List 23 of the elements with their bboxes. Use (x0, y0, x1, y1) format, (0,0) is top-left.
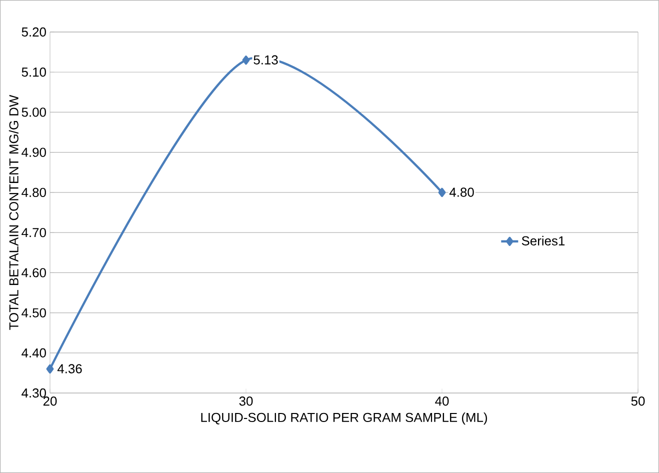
x-tick-label: 50 (631, 396, 645, 406)
y-tick-label: 5.20 (22, 27, 46, 37)
legend-label: Series1 (522, 236, 565, 246)
y-tick-label: 4.40 (22, 348, 46, 358)
point (242, 56, 250, 65)
point (438, 188, 446, 198)
data-label: 4.80 (449, 188, 474, 197)
y-tick-label: 4.80 (22, 188, 46, 198)
y-tick-label: 4.90 (22, 148, 46, 157)
data-label: 5.13 (254, 55, 278, 64)
x-axis-title: LIQUID-SOLID RATIO PER GRAM SAMPLE (ML) (201, 412, 487, 425)
y-tick-label: 5.10 (22, 68, 46, 77)
y-axis-title: TOTAL BETALAIN CONTENT MG/G DW (8, 94, 18, 330)
x-tick-label: 20 (43, 396, 57, 406)
y-tick-label: 5.00 (22, 108, 46, 117)
data-label: 4.36 (57, 364, 82, 374)
x-tick-label: 40 (435, 396, 449, 406)
y-tick-label: 4.30 (22, 388, 46, 398)
y-tick-label: 4.70 (22, 228, 46, 238)
y-tick-label: 4.50 (22, 308, 46, 318)
point (46, 364, 54, 374)
y-tick-label: 4.60 (22, 268, 46, 278)
x-tick-label: 30 (239, 396, 253, 406)
